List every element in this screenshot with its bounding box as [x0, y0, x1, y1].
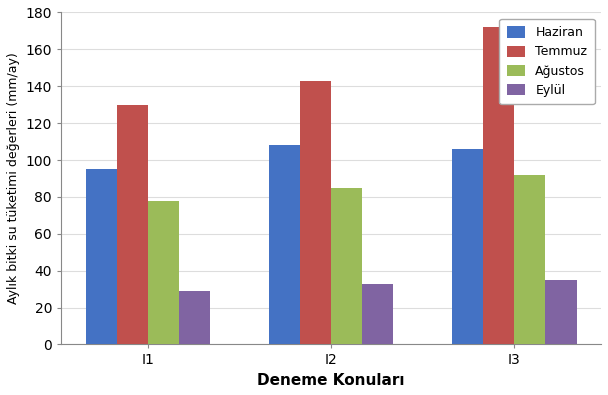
Y-axis label: Aylık bitki su tüketimi değerleri (mm/ay): Aylık bitki su tüketimi değerleri (mm/ay… — [7, 53, 20, 304]
Bar — [362, 284, 393, 344]
Bar — [117, 105, 148, 344]
Legend: Haziran, Temmuz, Ağustos, Eylül: Haziran, Temmuz, Ağustos, Eylül — [499, 19, 595, 104]
Bar — [452, 149, 483, 344]
X-axis label: Deneme Konuları: Deneme Konuları — [257, 373, 405, 388]
Bar — [483, 27, 514, 344]
Bar — [86, 169, 117, 344]
Bar — [269, 145, 300, 344]
Bar — [331, 188, 362, 344]
Bar — [148, 201, 179, 344]
Bar — [545, 280, 576, 344]
Bar — [300, 81, 331, 344]
Bar — [179, 291, 210, 344]
Bar — [514, 175, 545, 344]
